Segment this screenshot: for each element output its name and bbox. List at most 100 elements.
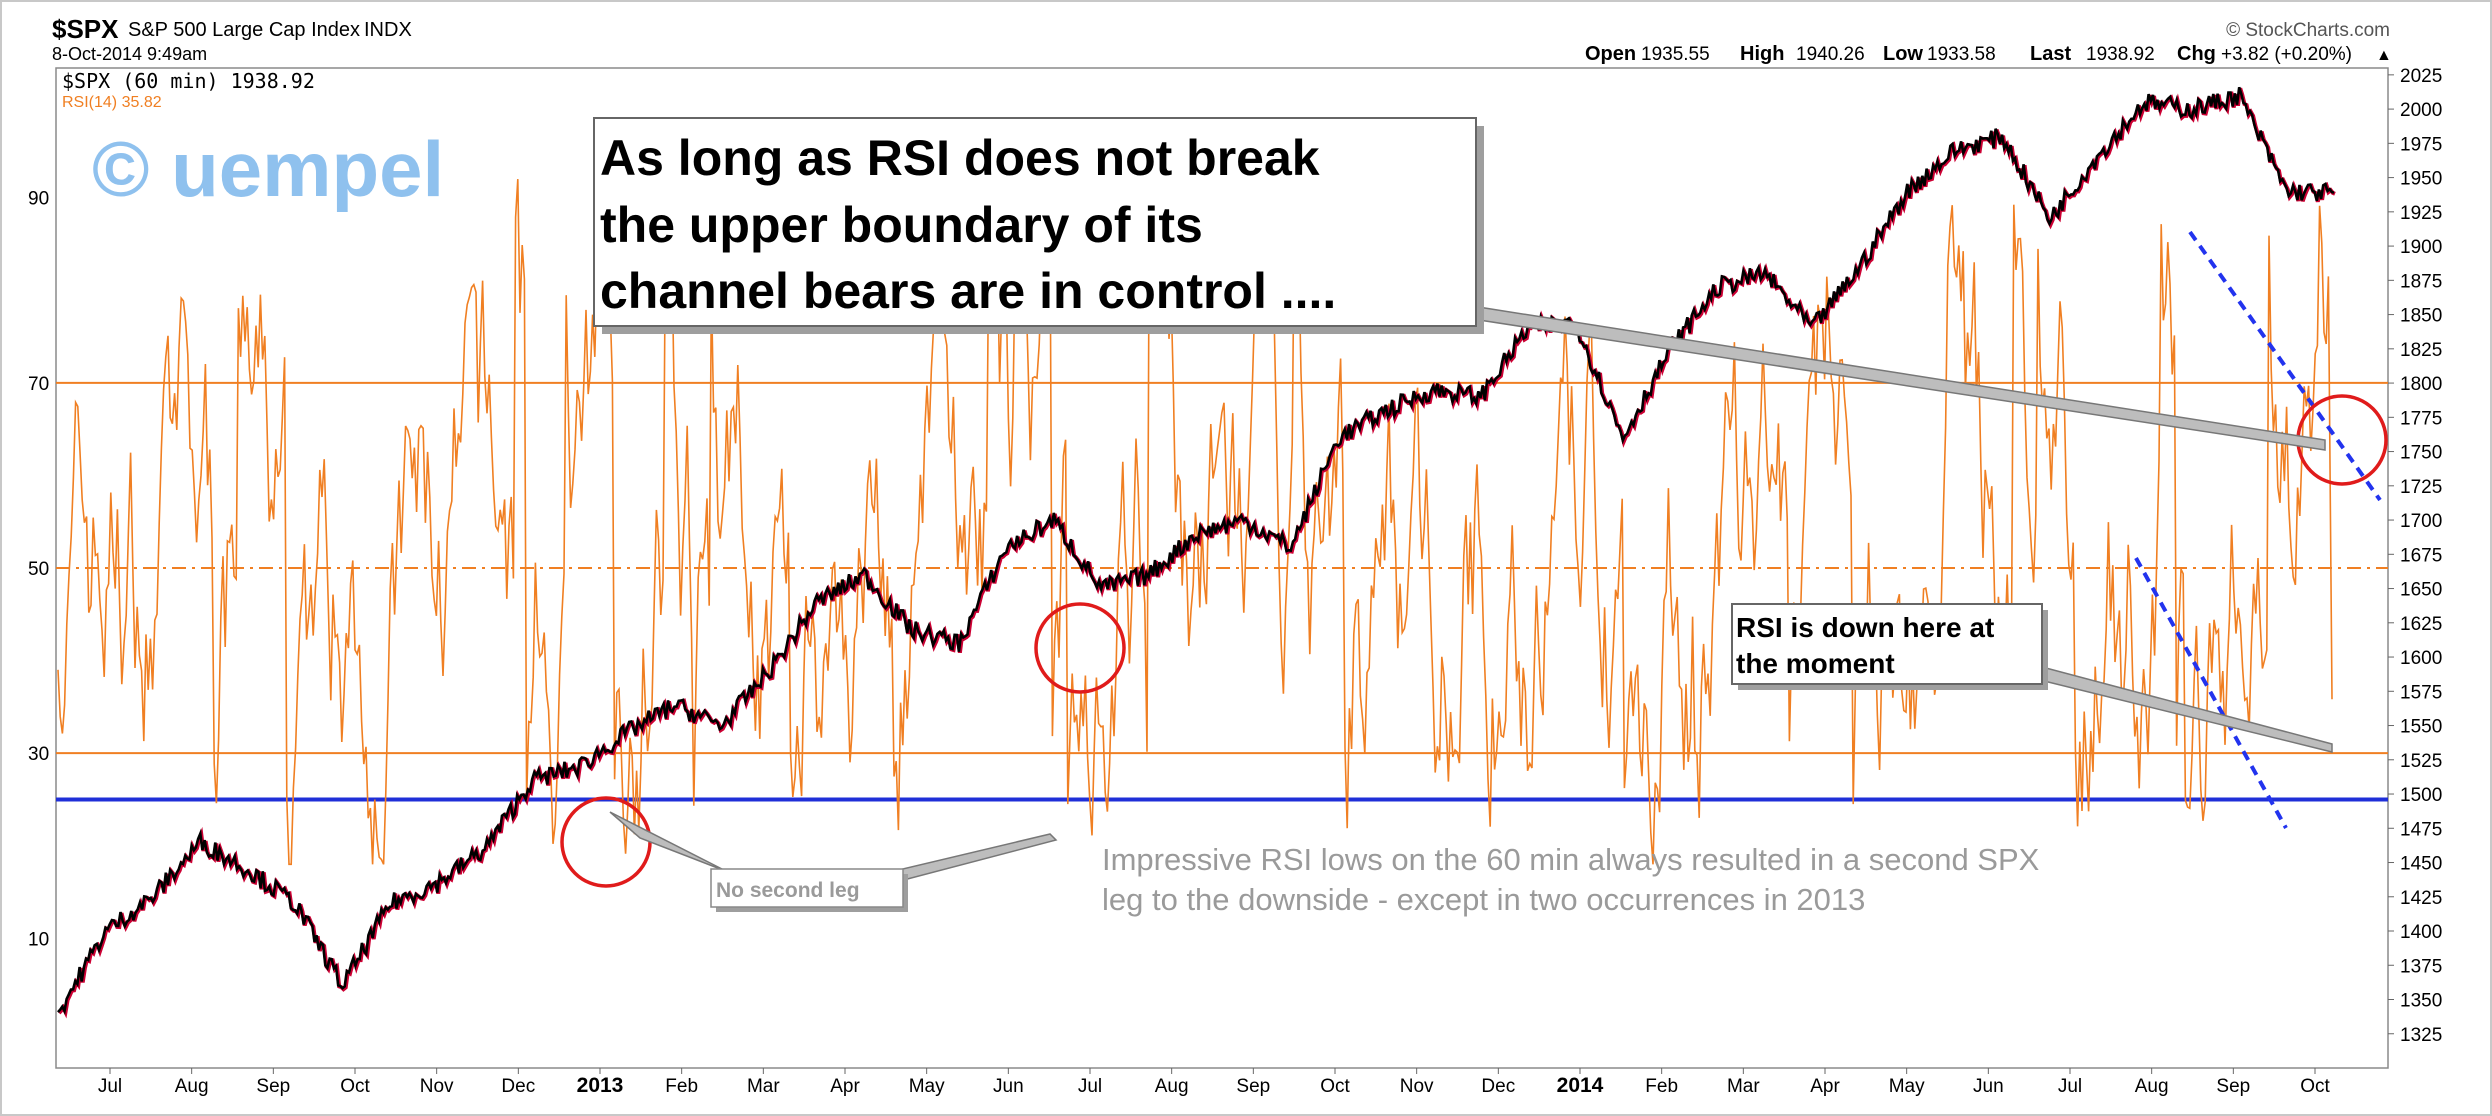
right-tick-label: 1625: [2400, 614, 2442, 635]
main-box-line-3: channel bears are in control ....: [600, 263, 1336, 319]
x-tick-label: Oct: [340, 1076, 370, 1097]
rsi-box-line-1: RSI is down here at: [1736, 612, 1994, 643]
x-tick-label: Sep: [256, 1076, 290, 1097]
ohlc-value: 1938.92: [2086, 44, 2155, 65]
x-tick-label: Apr: [1810, 1076, 1840, 1097]
no-second-leg-box: [710, 868, 904, 908]
chg-arrow-icon: ▲: [2376, 47, 2392, 64]
x-tick-label: Oct: [2300, 1076, 2330, 1097]
main-annotation: As long as RSI does not break the upper …: [593, 117, 1484, 334]
rsi-box-line-2: the moment: [1736, 648, 1895, 679]
ohlc-label: Last: [2030, 43, 2071, 65]
circle-jul-low: [1034, 602, 1126, 694]
exchange-label: INDX: [364, 19, 412, 41]
x-tick-label: Jun: [993, 1076, 1024, 1097]
index-name: S&P 500 Large Cap Index: [128, 19, 360, 41]
ohlc-label: Open: [1585, 43, 1636, 65]
x-tick-label: Jul: [1078, 1076, 1102, 1097]
brand-label: © StockCharts.com: [2226, 20, 2390, 41]
legend-rsi: RSI(14) 35.82: [62, 94, 162, 111]
x-tick-label: Nov: [1400, 1076, 1434, 1097]
right-tick-label: 1325: [2400, 1025, 2442, 1046]
main-box: [593, 117, 1477, 327]
left-tick-label: 70: [28, 374, 49, 395]
right-tick-label: 2000: [2400, 100, 2442, 121]
price-series-line: [57, 86, 2335, 1016]
no-second-leg-text: No second leg: [716, 879, 860, 902]
right-tick-label: 1550: [2400, 717, 2442, 738]
x-tick-label: Dec: [501, 1076, 535, 1097]
x-tick-label: Mar: [747, 1076, 780, 1097]
right-tick-label: 1975: [2400, 134, 2442, 155]
left-tick-label: 90: [28, 189, 49, 210]
right-tick-label: 1450: [2400, 854, 2442, 875]
price-layer: [57, 86, 2336, 1019]
right-tick-label: 1475: [2400, 819, 2442, 840]
right-tick-label: 1700: [2400, 511, 2442, 532]
price-trend-dashed-line: [2188, 230, 2382, 502]
right-tick-label: 1650: [2400, 580, 2442, 601]
x-tick-label: Mar: [1727, 1076, 1760, 1097]
ohlc-row: Open 1935.55 High 1940.26 Low 1933.58 Last 1938…: [1585, 43, 2392, 65]
rsi-box: [1731, 603, 2043, 685]
right-tick-label: 1800: [2400, 374, 2442, 395]
ohlc-label: Low: [1883, 43, 1923, 65]
right-tick-label: 1350: [2400, 991, 2442, 1012]
x-tick-label: 2014: [1557, 1074, 1604, 1097]
right-tick-label: 2025: [2400, 66, 2442, 87]
x-tick-label: Aug: [2135, 1076, 2169, 1097]
left-tick-label: 30: [28, 744, 49, 765]
x-tick-label: Sep: [1236, 1076, 1270, 1097]
x-tick-label: Sep: [2216, 1076, 2250, 1097]
right-tick-label: 1400: [2400, 922, 2442, 943]
symbol-label: $SPX: [52, 14, 119, 44]
x-tick-label: Aug: [1155, 1076, 1189, 1097]
right-tick-label: 1500: [2400, 785, 2442, 806]
ohlc-label: Chg: [2177, 43, 2216, 65]
watermark: © uempel: [92, 125, 444, 213]
main-box-line-1: As long as RSI does not break: [600, 130, 1320, 186]
right-tick-label: 1600: [2400, 648, 2442, 669]
x-tick-label: Aug: [175, 1076, 209, 1097]
x-tick-label: May: [1889, 1076, 1925, 1097]
x-tick-label: Jul: [2058, 1076, 2082, 1097]
right-tick-label: 1425: [2400, 888, 2442, 909]
right-tick-label: 1875: [2400, 271, 2442, 292]
x-tick-label: Jun: [1973, 1076, 2004, 1097]
no-second-leg-annotation: No second leg: [710, 868, 908, 912]
ohlc-value: 1933.58: [1927, 44, 1996, 65]
left-tick-label: 10: [28, 929, 49, 950]
right-tick-label: 1900: [2400, 237, 2442, 258]
rsi-layer: [57, 178, 2333, 866]
right-tick-label: 1850: [2400, 306, 2442, 327]
rsi-annotation: RSI is down here at the moment: [1731, 603, 2048, 690]
right-tick-label: 1750: [2400, 443, 2442, 464]
rsi-trend-dashed-line: [2134, 557, 2288, 829]
right-tick-label: 1525: [2400, 751, 2442, 772]
ohlc-value: 1940.26: [1796, 44, 1865, 65]
x-tick-label: 2013: [577, 1074, 624, 1097]
impressive-note-line-2: leg to the downside - except in two occu…: [1102, 882, 1865, 917]
x-tick-label: Jul: [98, 1076, 122, 1097]
ohlc-label: High: [1740, 43, 1784, 65]
right-tick-label: 1375: [2400, 956, 2442, 977]
rsi-series-line: [57, 178, 2333, 866]
legend: $SPX (60 min) 1938.92 RSI(14) 35.82: [62, 69, 315, 111]
axis-layer: Jul Aug Sep Oct Nov Dec 2013 Feb Mar Apr May Jun Jul…: [28, 66, 2442, 1097]
left-tick-label: 50: [28, 559, 49, 580]
x-tick-label: Feb: [665, 1076, 698, 1097]
x-tick-label: Nov: [420, 1076, 454, 1097]
x-tick-label: May: [909, 1076, 945, 1097]
levels-layer: [56, 381, 2388, 802]
x-tick-label: Feb: [1645, 1076, 1678, 1097]
x-tick-label: Dec: [1481, 1076, 1515, 1097]
legend-spx: $SPX (60 min) 1938.92: [62, 69, 315, 93]
right-tick-label: 1950: [2400, 169, 2442, 190]
datetime-label: 8-Oct-2014 9:49am: [52, 44, 207, 64]
x-tick-label: Oct: [1320, 1076, 1350, 1097]
ohlc-value: +3.82 (+0.20%): [2221, 44, 2352, 65]
right-tick-label: 1925: [2400, 203, 2442, 224]
impressive-note-line-1: Impressive RSI lows on the 60 min always…: [1102, 842, 2040, 877]
x-tick-label: Apr: [830, 1076, 860, 1097]
